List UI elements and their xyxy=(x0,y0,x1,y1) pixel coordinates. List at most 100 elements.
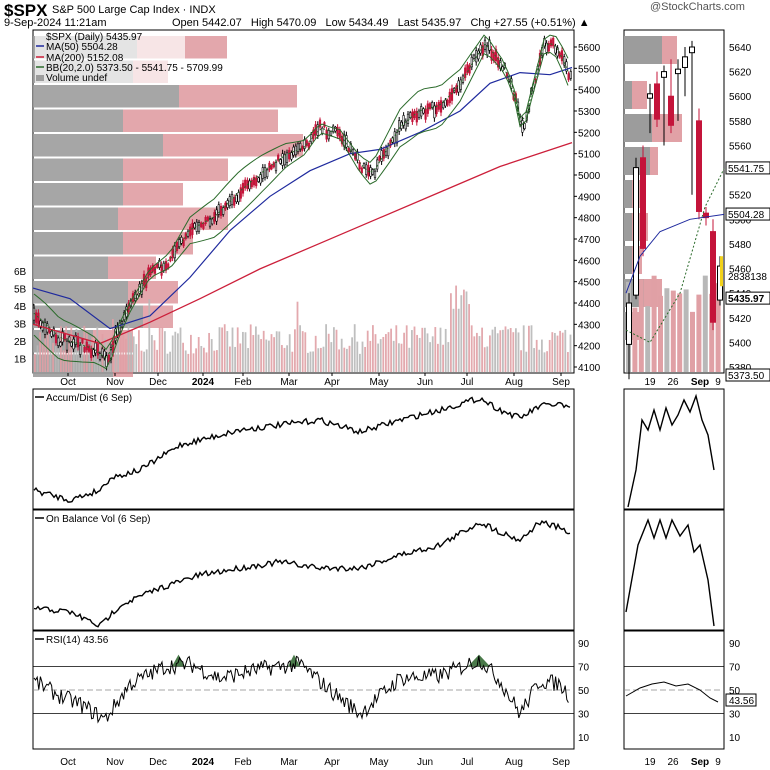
volume-bar xyxy=(291,351,294,372)
price-candle-body xyxy=(211,218,214,225)
price-candle-body xyxy=(398,120,401,132)
zoom-price-tag-text: 5541.75 xyxy=(728,164,765,175)
chart-quote: Open 5442.07 High 5470.09 Low 5434.49 La… xyxy=(172,17,590,29)
x-axis-label: Nov xyxy=(106,377,124,388)
volume-bar xyxy=(140,350,143,372)
x-axis-label: Aug xyxy=(505,757,523,768)
zoom-volume-bar xyxy=(702,275,708,372)
ad-line xyxy=(33,396,571,503)
price-candle-body xyxy=(272,162,275,168)
price-candle-body xyxy=(235,195,238,203)
price-candle-body xyxy=(54,334,58,344)
volume-bar xyxy=(114,335,117,372)
zoom-candle-body xyxy=(696,120,702,212)
volume-bar xyxy=(359,353,361,372)
price-candle-body xyxy=(197,222,201,232)
rsi-zoom-line xyxy=(625,681,719,703)
price-candle-body xyxy=(252,176,256,186)
legend-ma50: MA(50) 5504.28 xyxy=(46,42,118,53)
zoom-vbp-up xyxy=(624,114,652,142)
stockcharts-brand: @StockCharts.com xyxy=(650,1,745,13)
zoom-volume-bar xyxy=(638,279,644,372)
zoom-axis-label: 5460 xyxy=(729,265,752,276)
price-candle-body xyxy=(283,154,286,166)
zoom-candle-body xyxy=(661,71,667,78)
volume-bar xyxy=(426,333,429,372)
zoom-candle-body xyxy=(654,83,660,120)
zoom-vbp-down xyxy=(650,147,658,175)
price-axis-label: 5300 xyxy=(578,107,601,118)
zoom-x-axis-label: 26 xyxy=(667,377,679,388)
price-candle-body xyxy=(239,187,242,199)
volume-bar xyxy=(270,334,273,372)
price-candle-body xyxy=(321,127,324,134)
volume-bar xyxy=(338,349,340,372)
rsi-axis-label: 10 xyxy=(578,733,590,744)
price-candle-body xyxy=(552,37,555,47)
volume-bar xyxy=(496,333,499,372)
price-axis-label: 5500 xyxy=(578,64,601,75)
price-candle-body xyxy=(404,120,407,130)
price-candle-body xyxy=(329,131,333,136)
chart-security-name: S&P 500 Large Cap Index · INDX xyxy=(52,4,216,16)
price-candle-body xyxy=(497,57,500,68)
price-candle-body xyxy=(257,177,260,182)
price-candle-body xyxy=(290,152,293,160)
zoom-axis-label: 5560 xyxy=(729,141,752,152)
volume-bar xyxy=(564,329,567,372)
volume-bar xyxy=(478,336,481,372)
price-candle-body xyxy=(468,65,471,74)
volume-bar xyxy=(556,335,559,372)
vbp-down-bar xyxy=(123,183,183,206)
price-candle-body xyxy=(261,167,264,179)
volume-bar xyxy=(249,324,252,372)
volume-bar xyxy=(569,334,572,372)
volume-bar xyxy=(481,327,483,372)
price-candle-body xyxy=(373,170,377,179)
volume-bar xyxy=(177,333,179,372)
zoom-candle-body xyxy=(640,157,646,249)
legend-ma200: MA(200) 5152.08 xyxy=(46,53,124,64)
volume-bar xyxy=(80,341,83,372)
price-candle-body xyxy=(422,108,425,114)
x-axis-label: Aug xyxy=(505,377,523,388)
volume-bar xyxy=(236,327,239,372)
volume-bar xyxy=(418,337,421,372)
price-candle-body xyxy=(241,182,245,194)
price-candle-body xyxy=(222,207,225,215)
volume-bar xyxy=(197,337,200,372)
zoom-candle-body xyxy=(668,95,674,126)
ad-zoom-line xyxy=(627,393,715,508)
obv-zoom-line xyxy=(625,517,715,627)
volume-bar xyxy=(543,352,546,372)
zoom-vbp-up xyxy=(624,246,632,274)
chart-date: 9-Sep-2024 11:21am xyxy=(4,17,107,29)
volume-bar xyxy=(314,335,317,372)
x-axis-label: 2024 xyxy=(192,377,215,388)
volume-bar xyxy=(138,330,140,372)
volume-bar xyxy=(39,332,41,372)
price-candle-body xyxy=(59,342,62,347)
price-candle-body xyxy=(250,179,253,188)
price-candle-body xyxy=(206,216,209,221)
volume-bar xyxy=(218,327,221,372)
price-candle-body xyxy=(455,85,458,94)
volume-bar xyxy=(525,351,528,372)
volume-bar xyxy=(221,327,223,372)
volume-bar xyxy=(457,308,460,372)
price-candle-body xyxy=(380,150,383,162)
volume-bar xyxy=(156,349,158,372)
rsi-zoom-axis-label: 50 xyxy=(729,686,741,697)
zoom-vbp-up xyxy=(624,180,632,208)
vbp-up-bar xyxy=(33,232,123,255)
obv-label: On Balance Vol (6 Sep) xyxy=(46,514,151,525)
volume-bar xyxy=(421,327,424,372)
vbp-up-bar xyxy=(33,207,118,230)
volume-bar xyxy=(52,342,54,372)
volume-bar xyxy=(429,342,431,372)
x-axis-label: May xyxy=(370,377,389,388)
rsi-axis-label: 70 xyxy=(578,662,590,673)
volume-bar xyxy=(281,345,283,372)
volume-bar xyxy=(304,332,307,372)
volume-bar xyxy=(348,345,351,372)
